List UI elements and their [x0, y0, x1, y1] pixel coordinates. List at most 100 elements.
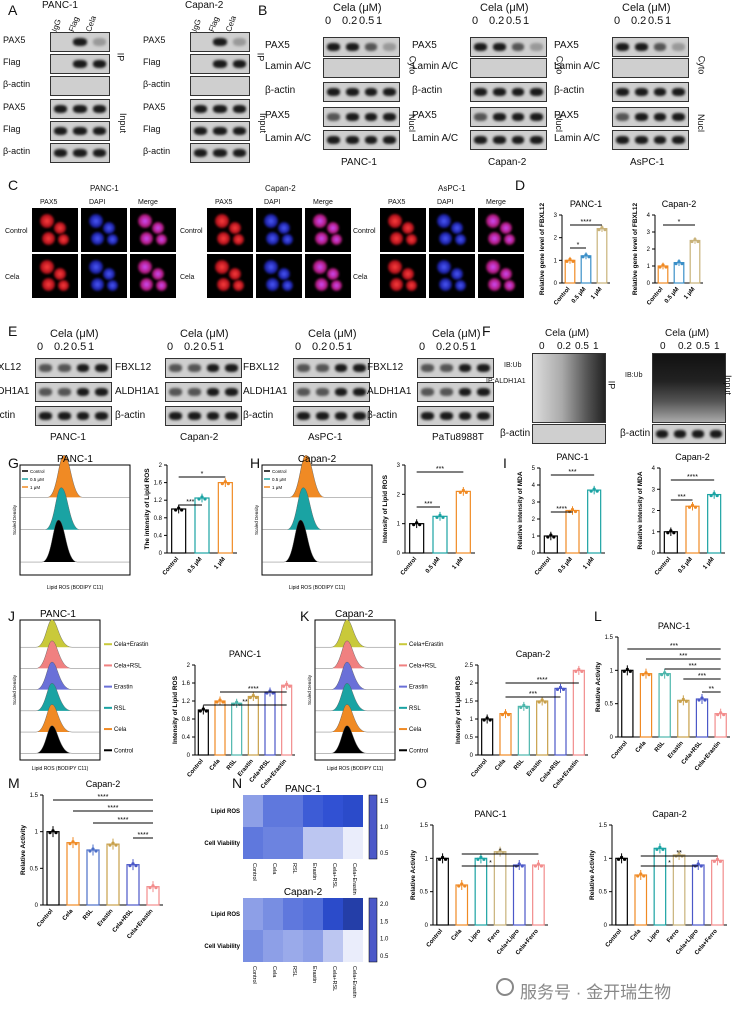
blot-band	[225, 388, 238, 396]
cell-blob	[500, 268, 512, 280]
data-point	[703, 698, 707, 702]
x-tick-label: Cela	[451, 928, 464, 942]
cell-blob	[40, 260, 54, 274]
y-tick-label: 1.5	[605, 635, 614, 641]
blot-band	[439, 412, 453, 420]
input-label: Input	[118, 112, 129, 134]
dose-label: 0.2	[557, 341, 571, 352]
bar	[455, 884, 469, 926]
heatmap-cell	[263, 898, 283, 930]
blot-band	[92, 127, 106, 135]
data-point	[74, 842, 78, 846]
bar	[634, 874, 648, 926]
row-label: FBXL12	[243, 362, 280, 373]
row-label: Flag	[143, 57, 161, 67]
cell-blob	[437, 260, 451, 274]
y-tick-label: 2	[652, 509, 656, 515]
data-point	[485, 716, 489, 720]
dose-label: 0.2	[678, 341, 692, 352]
blot-band	[345, 136, 359, 144]
row-label: Lamin A/C	[412, 133, 459, 144]
blot-band	[492, 43, 506, 51]
ip-blot	[190, 32, 250, 52]
blot-band	[364, 136, 378, 144]
data-point	[677, 260, 681, 264]
data-point	[443, 857, 448, 861]
legend-label: 0.5 μM	[272, 477, 286, 482]
y-axis-label: Scaled Density	[12, 504, 17, 535]
data-point	[696, 239, 700, 244]
data-point	[539, 864, 544, 868]
data-point	[595, 489, 599, 493]
legend-label: 0.5 μM	[30, 477, 44, 482]
blot-band	[327, 43, 340, 51]
sig-stars: ****	[138, 832, 149, 839]
panel-label-f: F	[482, 323, 491, 339]
row-label: PAX5	[265, 110, 290, 121]
data-point	[533, 864, 538, 868]
row-label: β-actin	[115, 410, 146, 421]
bar	[615, 857, 628, 926]
blot-band	[213, 149, 227, 157]
sig-stars: ***	[670, 643, 678, 650]
sig-stars: ***	[436, 466, 444, 473]
x-tick-label: Control	[400, 556, 419, 576]
sig-stars: ****	[537, 677, 548, 684]
sig-stars: ***	[529, 691, 537, 698]
row-label: Lamin A/C	[554, 133, 601, 144]
data-point	[622, 857, 627, 861]
cell-blob	[327, 222, 339, 234]
chart-title: PANC-1	[556, 452, 588, 462]
y-tick-label: 1.6	[154, 481, 163, 487]
panel-label-c: C	[8, 177, 19, 193]
sig-stars: ***	[698, 673, 706, 680]
heatmap-cell	[303, 795, 323, 827]
channel-label: PAX5	[40, 199, 58, 206]
input-label: Input	[723, 374, 734, 396]
cell-blob	[331, 234, 342, 245]
cyto-label: Cyto	[696, 55, 707, 75]
panel-label-k: K	[300, 608, 310, 624]
blot-band	[530, 136, 543, 144]
data-point	[693, 505, 698, 509]
x-tick-label: Cela	[635, 740, 648, 754]
data-point	[661, 263, 665, 267]
data-point	[108, 843, 112, 847]
blot-band	[39, 364, 52, 372]
blot-band	[194, 149, 208, 157]
sig-stars: *	[678, 219, 681, 226]
histogram-curve	[20, 455, 130, 498]
blot-band	[477, 364, 490, 372]
row-label: ALDH1A1	[0, 386, 30, 397]
dose-label: 1	[218, 341, 225, 353]
data-point	[647, 673, 651, 677]
y-tick-label: 0	[397, 551, 401, 557]
heatmap-col-label: Cela+RSL	[331, 863, 337, 888]
x-tick-label: 0.5 μM	[557, 556, 574, 574]
heatmap-col-label: Cela+Erastin	[351, 966, 357, 998]
panel-label-d: D	[515, 177, 526, 193]
dose-label: 0	[325, 15, 332, 27]
blot-band	[225, 364, 238, 372]
data-point	[597, 228, 601, 232]
y-tick-label: 3	[647, 230, 651, 236]
cell-blob	[107, 280, 118, 291]
x-tick-label: 0.5 μM	[187, 556, 204, 574]
channel-label: DAPI	[264, 199, 281, 206]
heatmap-row-label: Cell Viability	[204, 841, 240, 847]
ip-blot	[50, 54, 110, 74]
blot-band	[92, 60, 106, 68]
micrograph	[81, 208, 127, 252]
heatmap-row-label: Cell Viability	[204, 944, 240, 950]
dose-label: 0.5	[648, 15, 664, 27]
data-point	[177, 506, 181, 510]
y-tick-label: 1.2	[182, 699, 191, 705]
blot-band	[492, 88, 506, 96]
histogram-curve	[315, 725, 395, 754]
data-point	[488, 718, 492, 722]
cell-blob	[282, 280, 293, 291]
blot-band	[92, 149, 106, 157]
data-point	[700, 696, 704, 700]
bar	[86, 849, 100, 906]
actin-label: β-actin	[500, 428, 531, 439]
